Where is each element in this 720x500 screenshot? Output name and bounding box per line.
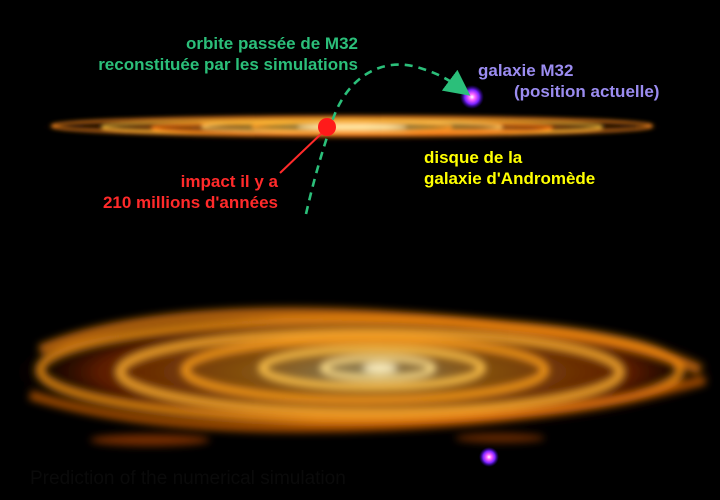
orbit-label-line-2: reconstituée par les simulations: [98, 55, 358, 74]
orbit-label-line-1: orbite passée de M32: [186, 34, 358, 53]
orbit-label: orbite passée de M32 reconstituée par le…: [98, 33, 358, 75]
face-on-disk: [10, 307, 720, 446]
m32-galaxy-bottom: [479, 447, 499, 467]
impact-label-line-1: impact il y a: [180, 172, 278, 191]
m32-label: galaxie M32 (position actuelle): [478, 60, 659, 102]
impact-label: impact il y a 210 millions d'années: [103, 171, 278, 213]
impact-point: [318, 118, 336, 136]
m32-label-line-2: (position actuelle): [514, 82, 660, 101]
disk-label: disque de la galaxie d'Andromède: [424, 147, 595, 189]
disk-label-line-2: galaxie d'Andromède: [424, 169, 596, 188]
orbit-path: [304, 63, 471, 215]
figure-caption: Prediction of the numerical simulation: [30, 468, 346, 489]
disk-label-line-1: disque de la: [424, 148, 523, 167]
m32-label-line-1: galaxie M32: [478, 61, 574, 80]
impact-pointer-line: [279, 132, 323, 174]
impact-label-line-2: 210 millions d'années: [102, 193, 278, 212]
edge-on-disk: [34, 113, 670, 141]
